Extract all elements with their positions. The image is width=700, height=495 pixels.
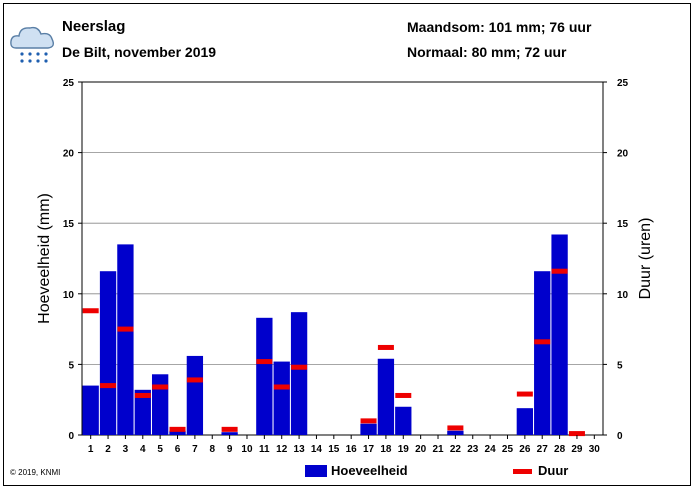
x-tick-label: 11 bbox=[259, 444, 270, 455]
x-tick-label: 28 bbox=[554, 444, 566, 455]
x-tick-label: 8 bbox=[209, 444, 215, 455]
duration-marker bbox=[82, 308, 99, 314]
duration-marker bbox=[534, 339, 551, 345]
x-tick-label: 24 bbox=[485, 444, 497, 455]
x-tick-label: 29 bbox=[571, 444, 583, 455]
x-tick-label: 18 bbox=[380, 444, 392, 455]
y-tick-label: 20 bbox=[63, 149, 75, 160]
x-tick-label: 21 bbox=[432, 444, 444, 455]
x-tick-label: 17 bbox=[363, 444, 375, 455]
legend-duration-swatch bbox=[513, 469, 532, 474]
duration-marker bbox=[152, 384, 169, 390]
x-tick-label: 15 bbox=[328, 444, 340, 455]
x-tick-label: 16 bbox=[346, 444, 358, 455]
duration-marker bbox=[273, 384, 290, 390]
x-tick-label: 25 bbox=[502, 444, 514, 455]
y-tick-label: 15 bbox=[63, 219, 75, 230]
duration-marker bbox=[117, 326, 134, 332]
x-tick-label: 10 bbox=[241, 444, 253, 455]
amount-bar bbox=[551, 234, 568, 435]
x-tick-label: 27 bbox=[537, 444, 549, 455]
duration-marker bbox=[134, 392, 151, 398]
amount-bar bbox=[447, 430, 464, 435]
x-tick-label: 9 bbox=[227, 444, 233, 455]
duration-marker bbox=[551, 268, 568, 274]
x-tick-label: 2 bbox=[105, 444, 111, 455]
chart-subtitle: De Bilt, november 2019 bbox=[62, 44, 217, 60]
x-tick-label: 19 bbox=[398, 444, 410, 455]
legend-duration-label: Duur bbox=[538, 463, 569, 478]
duration-marker bbox=[447, 425, 464, 431]
x-tick-label: 1 bbox=[88, 444, 94, 455]
amount-bar bbox=[99, 271, 117, 435]
y2-tick-label: 20 bbox=[617, 149, 629, 160]
x-tick-label: 6 bbox=[175, 444, 181, 455]
x-tick-label: 4 bbox=[140, 444, 146, 455]
y2-axis-title: Duur (uren) bbox=[637, 218, 654, 300]
month-sum: Maandsom: 101 mm; 76 uur bbox=[407, 19, 592, 35]
duration-marker bbox=[377, 344, 394, 350]
duration-marker bbox=[169, 426, 186, 432]
amount-bar bbox=[377, 358, 395, 435]
amount-bar bbox=[290, 312, 308, 435]
x-tick-label: 13 bbox=[294, 444, 306, 455]
rain-cloud-icon bbox=[10, 26, 55, 63]
duration-marker bbox=[568, 431, 585, 437]
y-tick-label: 10 bbox=[63, 290, 75, 301]
duration-marker bbox=[360, 418, 377, 424]
amount-bar bbox=[82, 385, 99, 435]
y2-tick-label: 0 bbox=[617, 431, 623, 442]
x-tick-label: 23 bbox=[467, 444, 479, 455]
x-tick-label: 5 bbox=[157, 444, 163, 455]
y2-tick-label: 5 bbox=[617, 360, 623, 371]
amount-bar bbox=[186, 355, 204, 435]
y-axis-title: Hoeveelheid (mm) bbox=[36, 193, 53, 324]
x-tick-label: 20 bbox=[415, 444, 427, 455]
y-tick-label: 25 bbox=[63, 78, 75, 89]
y2-tick-label: 10 bbox=[617, 290, 629, 301]
duration-marker bbox=[186, 377, 203, 383]
y2-tick-label: 15 bbox=[617, 219, 629, 230]
duration-marker bbox=[221, 426, 238, 432]
legend-amount-swatch bbox=[305, 465, 327, 477]
x-tick-label: 26 bbox=[519, 444, 531, 455]
x-tick-label: 22 bbox=[450, 444, 462, 455]
x-tick-label: 3 bbox=[123, 444, 129, 455]
amount-bar bbox=[256, 317, 273, 435]
amount-bar bbox=[151, 374, 169, 435]
duration-marker bbox=[291, 364, 308, 370]
legend-amount-label: Hoeveelheid bbox=[331, 463, 408, 478]
amount-bar bbox=[273, 361, 290, 435]
amount-bar bbox=[134, 389, 151, 435]
duration-marker bbox=[256, 359, 273, 365]
amount-bar bbox=[395, 406, 412, 435]
amount-bar bbox=[221, 432, 238, 435]
plot-area bbox=[81, 81, 604, 436]
amount-bar bbox=[534, 271, 551, 435]
x-tick-label: 30 bbox=[589, 444, 601, 455]
copyright: © 2019, KNMI bbox=[10, 468, 61, 477]
x-tick-label: 7 bbox=[192, 444, 198, 455]
x-tick-label: 12 bbox=[276, 444, 288, 455]
amount-bar bbox=[360, 423, 377, 435]
amount-bar bbox=[516, 408, 534, 435]
amount-bar bbox=[169, 430, 186, 435]
x-tick-label: 14 bbox=[311, 444, 323, 455]
y-tick-label: 5 bbox=[68, 360, 74, 371]
y2-tick-label: 25 bbox=[617, 78, 629, 89]
chart-title: Neerslag bbox=[62, 18, 126, 35]
duration-marker bbox=[516, 391, 533, 397]
y-tick-label: 0 bbox=[68, 431, 74, 442]
duration-marker bbox=[395, 392, 412, 398]
normal-value: Normaal: 80 mm; 72 uur bbox=[407, 44, 567, 60]
amount-bar bbox=[117, 244, 134, 435]
duration-marker bbox=[100, 383, 117, 389]
